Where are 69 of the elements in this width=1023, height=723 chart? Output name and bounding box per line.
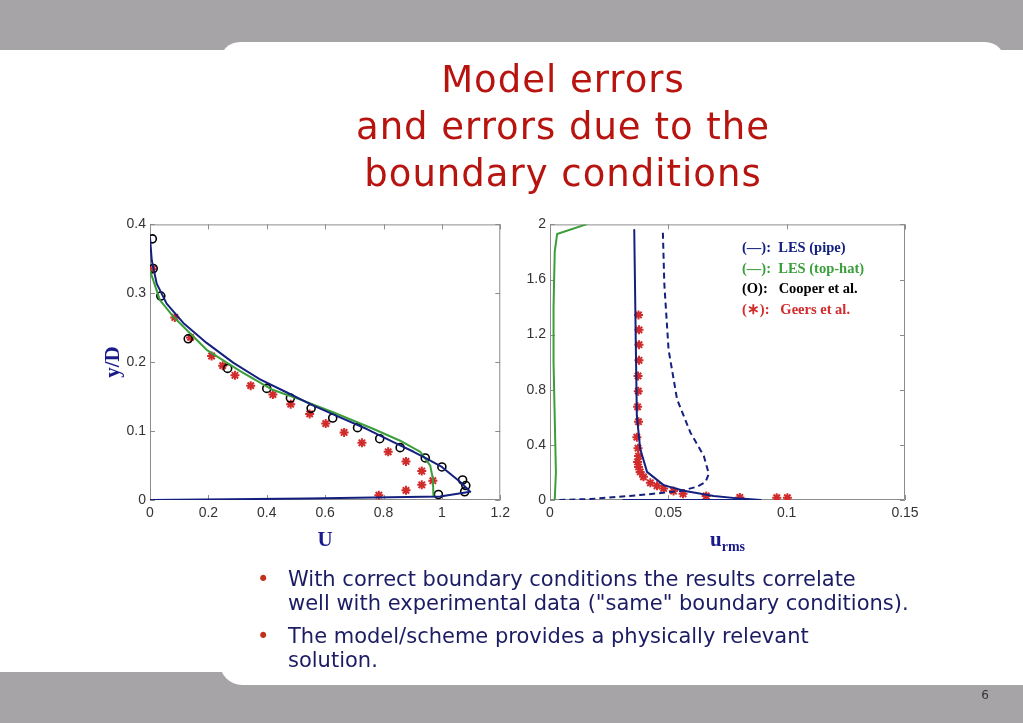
y-tick-label: 0.1 [126, 421, 147, 438]
point [632, 442, 644, 454]
y-tick-label: 0.8 [526, 380, 547, 397]
x-axis-title: u$_{rms}$ [709, 527, 746, 557]
point [222, 363, 233, 374]
point [633, 354, 645, 366]
point [306, 403, 316, 414]
x-tick-label: 0.8 [373, 504, 394, 521]
point [668, 485, 680, 497]
text: (O): Cooper et al. [742, 279, 859, 299]
x-tick-label: 0.15 [891, 504, 919, 521]
x-axis-title: U [316, 527, 334, 551]
y-tick-label: 1.2 [526, 325, 547, 342]
point [461, 480, 471, 491]
y-tick-label: 0.4 [126, 215, 147, 232]
y-tick-label: 0.2 [126, 353, 147, 370]
point [651, 480, 663, 492]
point [352, 422, 363, 433]
text: (—): LES (top-hat) [742, 258, 865, 278]
point [632, 370, 644, 382]
point [245, 380, 257, 392]
point [374, 433, 385, 444]
text: • The model/scheme provides a physically relevant solution. [256, 624, 809, 672]
y-tick-label: 0.4 [526, 435, 547, 452]
y-tick-label: 1.6 [526, 270, 547, 287]
point [416, 465, 428, 477]
point [356, 437, 368, 449]
x-tick-label: 1.2 [490, 504, 511, 521]
point [327, 413, 338, 423]
point [633, 324, 645, 336]
point [156, 291, 166, 301]
text: (∗): Geers et al. [742, 300, 851, 320]
point [427, 475, 439, 487]
x-tick-label: 0.1 [776, 504, 797, 521]
point [631, 431, 643, 443]
point [457, 475, 468, 485]
point [285, 393, 296, 403]
x-tick-label: 0.2 [198, 504, 219, 521]
point [229, 369, 241, 381]
point [437, 462, 447, 472]
point [644, 477, 656, 489]
x-tick-label: 0.6 [315, 504, 336, 521]
x-tick-label: 1 [437, 504, 446, 521]
chart-title: Model errors and errors due to the boundary conditions [354, 57, 772, 197]
text: 6 [980, 688, 990, 702]
point [395, 442, 405, 453]
y-axis-title: y/D [100, 346, 124, 378]
point [285, 398, 297, 410]
point [700, 490, 712, 500]
point [632, 401, 644, 413]
x-tick-label: 0.4 [257, 504, 277, 521]
text: • With correct boundary conditions the results correlate well with experimental data ("same" boundary conditions). [256, 567, 909, 615]
point [261, 383, 272, 394]
point [433, 489, 444, 500]
point [373, 489, 385, 500]
y-tick-label: 0.3 [126, 284, 147, 301]
y-tick-label: 0 [138, 490, 147, 507]
point [400, 484, 412, 496]
point [632, 385, 644, 397]
y-tick-label: 2 [538, 215, 547, 232]
point [382, 446, 394, 458]
point [420, 453, 431, 463]
point [416, 479, 428, 491]
x-tick-label: 0.05 [654, 504, 683, 521]
point [217, 360, 229, 372]
point [304, 408, 316, 420]
point [633, 339, 645, 351]
text: (—): LES (pipe) [742, 238, 847, 257]
y-tick-label: 0 [538, 490, 547, 507]
